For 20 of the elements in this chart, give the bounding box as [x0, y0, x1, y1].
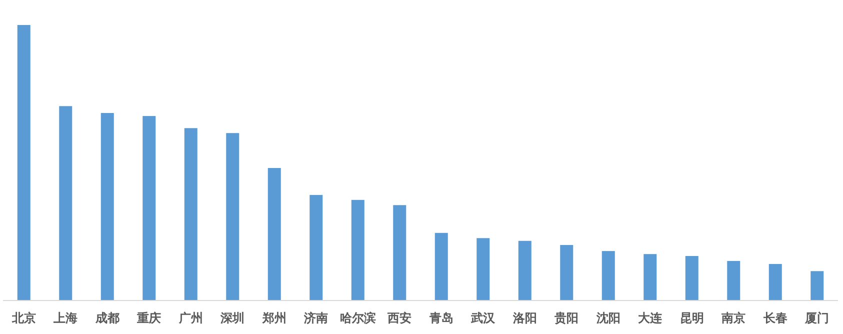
x-tick-label: 昆明 — [680, 311, 704, 325]
x-tick-label: 北京 — [10, 311, 36, 325]
x-tick-label: 青岛 — [428, 311, 454, 325]
x-tick-label: 郑州 — [261, 311, 286, 325]
x-tick-label: 深圳 — [220, 311, 245, 325]
x-tick-label: 贵阳 — [554, 311, 579, 325]
x-tick-label: 上海 — [52, 311, 78, 325]
x-tick-label: 大连 — [638, 311, 664, 325]
x-tick-label: 广州 — [178, 311, 203, 325]
x-tick-label: 成都 — [94, 311, 120, 325]
x-tick-label: 南京 — [720, 311, 746, 325]
x-tick-label: 济南 — [303, 311, 328, 325]
x-tick-label: 西安 — [386, 311, 412, 325]
x-tick-label: 长春 — [762, 311, 788, 325]
x-tick-label: 厦门 — [804, 311, 830, 325]
x-tick-label: 洛阳 — [512, 311, 537, 325]
x-tick-label: 哈尔滨 — [340, 311, 376, 325]
x-tick-label: 沈阳 — [595, 311, 620, 325]
x-tick-label: 重庆 — [136, 311, 162, 325]
x-tick-label: 武汉 — [470, 311, 496, 325]
